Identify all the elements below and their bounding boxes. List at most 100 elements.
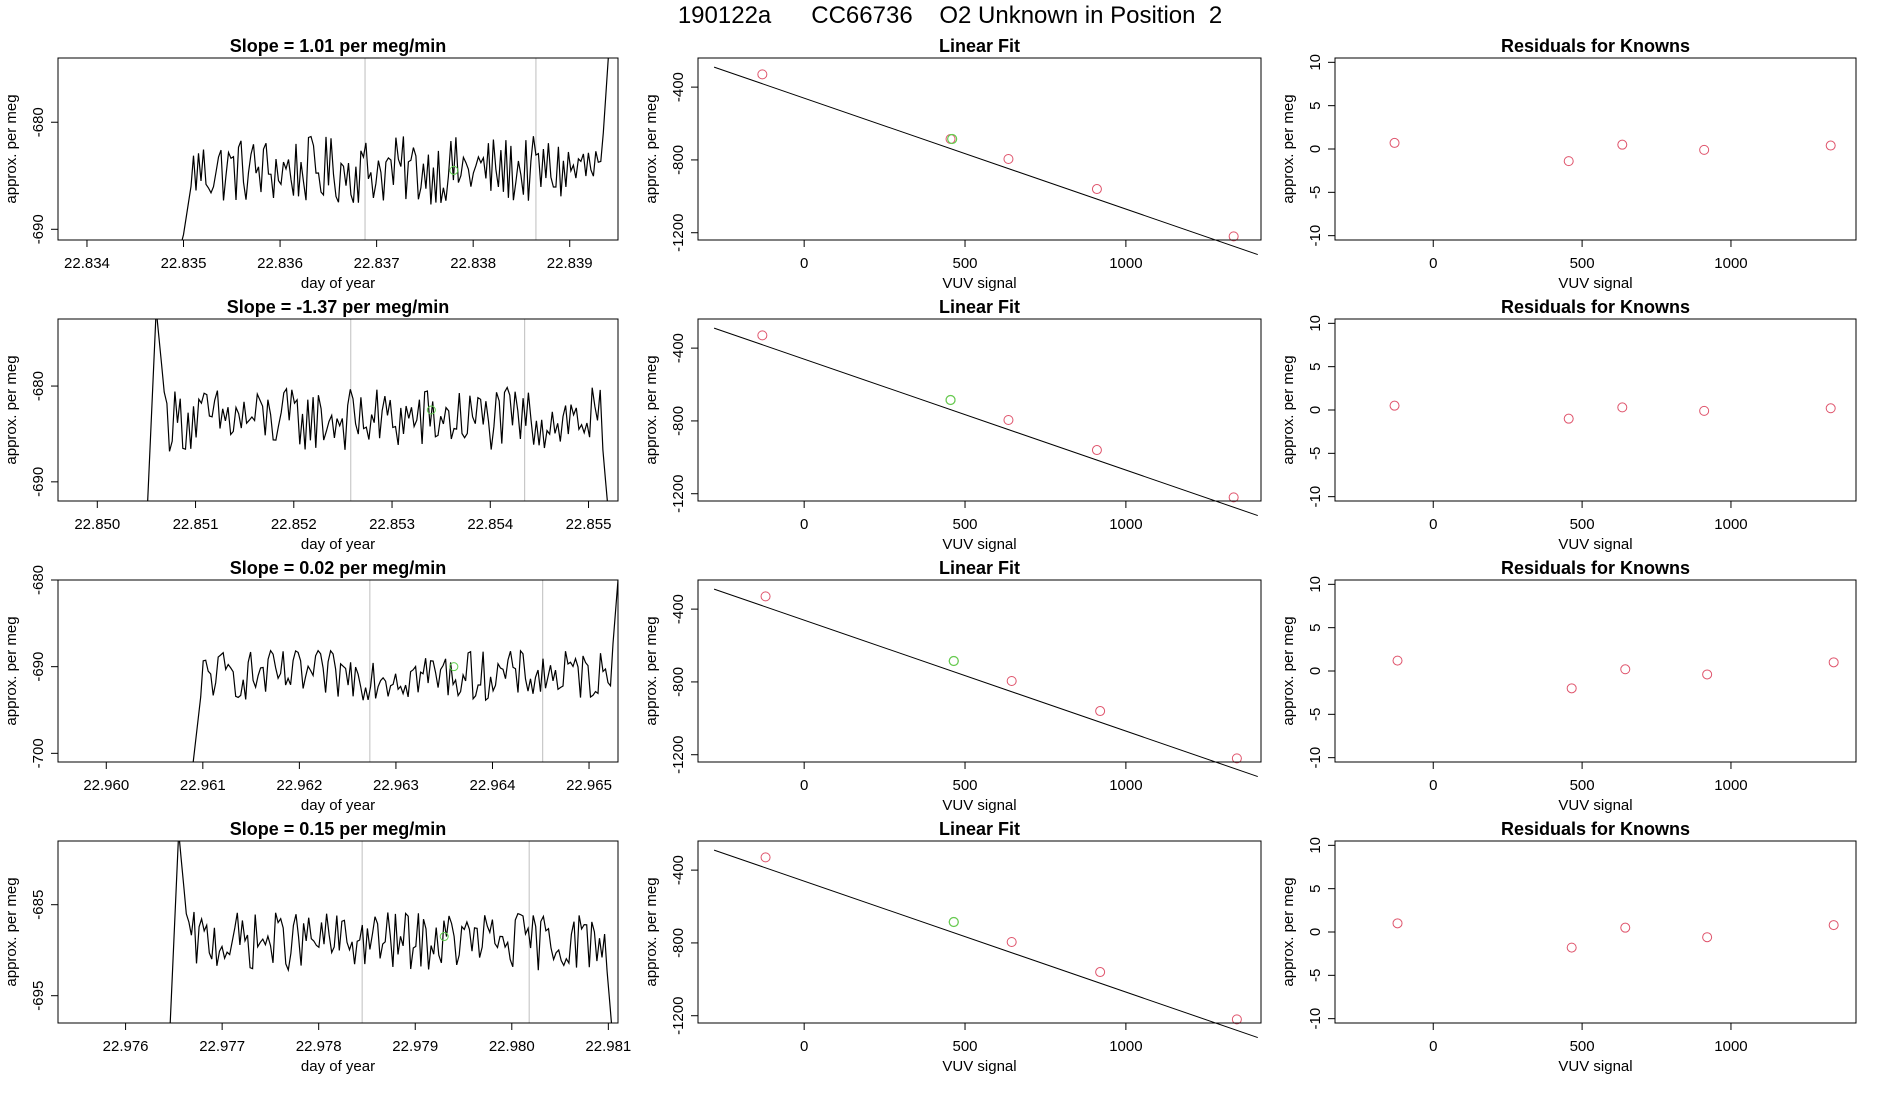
y-tick-label: 5: [1307, 362, 1324, 370]
y-axis-label: approx. per meg: [1280, 616, 1297, 725]
y-tick-label: -1200: [670, 475, 687, 513]
plot-frame: [57, 840, 619, 1024]
plot-title: Slope = 0.02 per meg/min: [230, 558, 447, 578]
x-tick-label: 500: [953, 777, 978, 794]
x-tick-label: 500: [953, 516, 978, 533]
known-point: [1006, 676, 1017, 687]
y-axis-label: approx. per meg: [643, 877, 660, 986]
y-tick-label: 0: [1307, 406, 1324, 414]
plot-frame: [57, 318, 619, 502]
x-axis-label: VUV signal: [942, 275, 1016, 292]
plot-frame: [1334, 57, 1857, 241]
x-axis-label: VUV signal: [1558, 275, 1632, 292]
page-title: 190122a CC66736 O2 Unknown in Position 2: [677, 2, 1223, 29]
plot-title: Residuals for Knowns: [1501, 297, 1690, 317]
plot-title: Linear Fit: [939, 297, 1020, 317]
y-tick-label: 0: [1307, 928, 1324, 936]
x-tick-label: 0: [800, 777, 808, 794]
x-tick-label: 0: [1429, 777, 1437, 794]
x-tick-label: 22.979: [392, 1038, 438, 1055]
y-tick-label: -1200: [670, 997, 687, 1035]
residuals-panel: Residuals for Knowns VUV signal approx. pe…: [1280, 297, 1857, 553]
x-tick-label: 500: [1570, 1038, 1595, 1055]
y-tick-label: 5: [1307, 884, 1324, 892]
y-axis-label: approx. per meg: [643, 616, 660, 725]
plot-title: Residuals for Knowns: [1501, 819, 1690, 839]
y-tick-label: 5: [1307, 623, 1324, 631]
residual-point: [1392, 918, 1403, 929]
time-series-line: [181, 58, 609, 240]
y-tick-label: 5: [1307, 101, 1324, 109]
plot-title: Residuals for Knowns: [1501, 558, 1690, 578]
residual-point: [1620, 922, 1631, 933]
known-point: [1091, 445, 1102, 456]
x-tick-label: 22.836: [257, 255, 303, 272]
y-axis-label: approx. per meg: [3, 355, 20, 464]
y-axis-label: approx. per meg: [643, 355, 660, 464]
plot-title: Slope = 1.01 per meg/min: [230, 36, 447, 56]
y-axis-label: approx. per meg: [3, 616, 20, 725]
y-tick-label: -680: [30, 371, 47, 401]
fit-line: [713, 66, 1258, 256]
y-tick-label: -400: [670, 855, 687, 885]
x-tick-label: 500: [953, 255, 978, 272]
unknown-point: [426, 405, 436, 415]
y-tick-label: 10: [1307, 837, 1324, 854]
y-tick-label: -800: [670, 406, 687, 436]
x-tick-label: 1000: [1109, 516, 1142, 533]
residual-point: [1825, 140, 1836, 151]
x-tick-label: 1000: [1714, 255, 1747, 272]
x-tick-label: 1000: [1109, 777, 1142, 794]
time-series-line: [147, 319, 608, 501]
x-axis-label: day of year: [301, 536, 375, 553]
y-tick-label: 10: [1307, 576, 1324, 593]
x-tick-label: 22.961: [180, 777, 226, 794]
known-point: [1231, 753, 1242, 764]
unknown-point: [449, 165, 459, 175]
x-tick-label: 22.837: [354, 255, 400, 272]
x-tick-label: 22.977: [199, 1038, 245, 1055]
plot-frame: [697, 57, 1262, 241]
known-point: [757, 330, 768, 341]
y-axis-label: approx. per meg: [1280, 877, 1297, 986]
x-axis-label: VUV signal: [942, 797, 1016, 814]
x-tick-label: 22.960: [83, 777, 129, 794]
residuals-panel: Residuals for Knowns VUV signal approx. pe…: [1280, 558, 1857, 814]
linear-fit-panel: Linear Fit VUV signal approx. per meg 0 500 1…: [643, 558, 1262, 814]
y-tick-label: -400: [670, 72, 687, 102]
x-tick-label: 500: [1570, 255, 1595, 272]
linear-fit-panel: Linear Fit VUV signal approx. per meg 0 500 1…: [643, 819, 1262, 1075]
plot-frame: [57, 579, 619, 763]
y-axis-label: approx. per meg: [1280, 94, 1297, 203]
x-tick-label: 0: [800, 255, 808, 272]
x-axis-label: VUV signal: [942, 1058, 1016, 1075]
residual-point: [1699, 144, 1710, 155]
x-tick-label: 0: [1429, 255, 1437, 272]
x-tick-label: 1000: [1714, 777, 1747, 794]
y-tick-label: -800: [670, 928, 687, 958]
y-tick-label: 0: [1307, 145, 1324, 153]
y-tick-label: -5: [1307, 186, 1324, 199]
x-tick-label: 22.855: [566, 516, 612, 533]
y-tick-label: -680: [30, 107, 47, 137]
y-tick-label: -5: [1307, 708, 1324, 721]
residual-point: [1702, 932, 1713, 943]
known-point: [1091, 184, 1102, 195]
y-tick-label: -700: [30, 738, 47, 768]
x-tick-label: 22.965: [566, 777, 612, 794]
x-tick-label: 22.853: [369, 516, 415, 533]
residual-point: [1699, 405, 1710, 416]
plot-frame: [1334, 318, 1857, 502]
unknown-point: [947, 133, 958, 145]
residual-point: [1566, 683, 1577, 694]
fit-line: [713, 327, 1258, 517]
unknown-point: [945, 394, 956, 406]
x-tick-label: 22.852: [271, 516, 317, 533]
time-series-line: [192, 580, 618, 762]
fit-line: [713, 588, 1258, 778]
unknown-point: [948, 916, 959, 928]
x-tick-label: 0: [800, 1038, 808, 1055]
time-series-panel: Slope = 0.02 per meg/min day of year appro…: [3, 558, 619, 814]
y-axis-label: approx. per meg: [643, 94, 660, 203]
